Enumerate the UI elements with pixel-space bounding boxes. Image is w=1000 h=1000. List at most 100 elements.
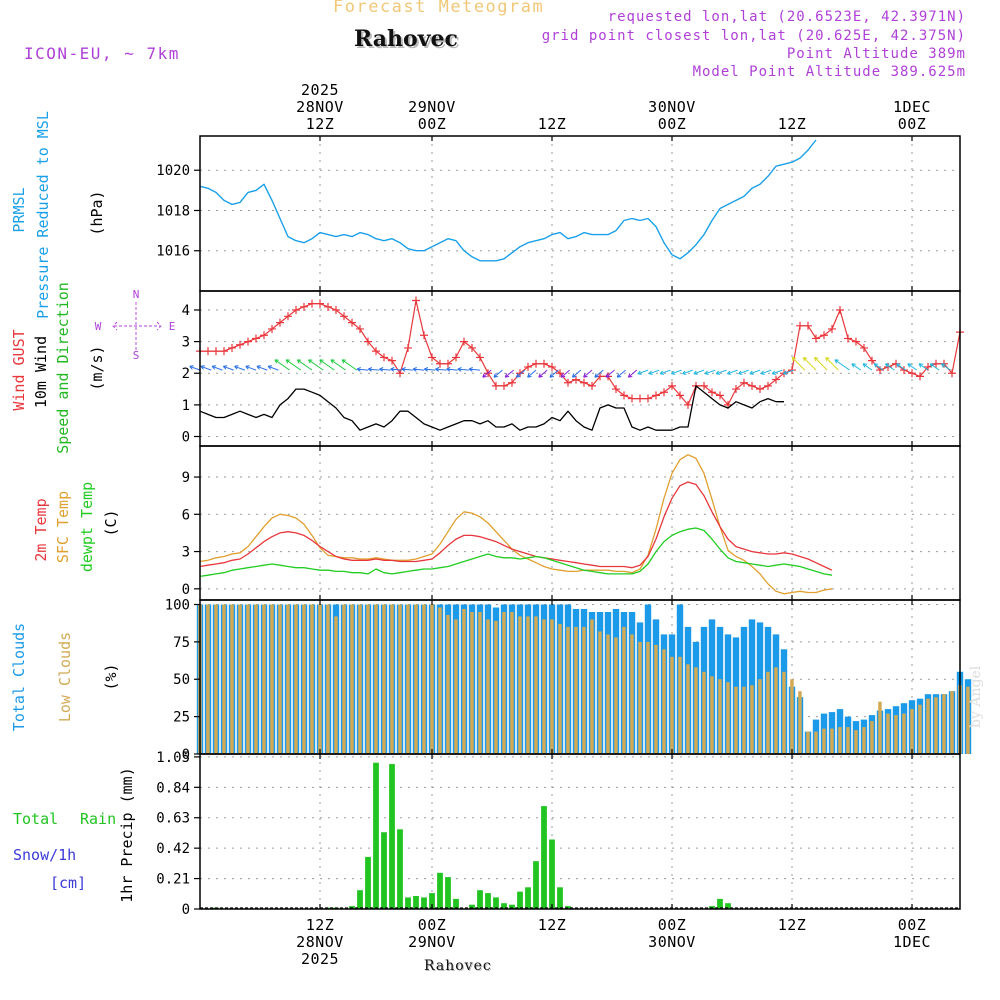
- rain-bar: [397, 829, 403, 909]
- top-time-label: 12Z: [778, 115, 807, 133]
- gust-marker: [388, 356, 396, 365]
- low-cloud-bar: [390, 604, 394, 754]
- clouds-ytick-label: 100: [165, 597, 190, 613]
- clouds-ytick-label: 50: [173, 672, 190, 688]
- low-cloud-bar: [478, 612, 482, 754]
- temperature-ytick-label: 9: [182, 470, 190, 486]
- total-clouds-label: Total Clouds: [10, 623, 28, 731]
- bottom-time-label: 12Z: [778, 916, 807, 934]
- pressure-ytick-label: 1020: [156, 163, 190, 179]
- gust-marker: [316, 299, 324, 308]
- gust-marker: [612, 385, 620, 394]
- gust-marker: [732, 385, 740, 394]
- wind-direction-arrow: [435, 367, 447, 372]
- wind-frame: [199, 290, 961, 447]
- rain-bar: [413, 896, 419, 909]
- gust-marker: [852, 337, 860, 346]
- low-cloud-bar: [334, 616, 338, 754]
- low-cloud-bar: [326, 604, 330, 754]
- gust-marker: [652, 391, 660, 400]
- clouds-unit-label: (%): [102, 663, 120, 690]
- low-cloud-bar: [342, 604, 346, 754]
- precip-frame: [199, 753, 961, 910]
- gust-marker: [900, 366, 908, 375]
- forecast-title: Forecast Meteogram: [333, 0, 545, 17]
- wind-direction-arrow: [814, 356, 828, 371]
- low-cloud-bar: [854, 730, 858, 754]
- bottom-time-label: 2025: [301, 950, 339, 968]
- panel-frames: [194, 135, 961, 910]
- bottom-time-label: 12Z: [538, 916, 567, 934]
- wind-direction-arrow: [482, 369, 492, 378]
- gust-marker: [844, 334, 852, 343]
- gust-marker: [284, 312, 292, 321]
- wind-direction-arrow: [884, 363, 895, 371]
- low-cloud-bar: [766, 671, 770, 754]
- gust-marker: [868, 356, 876, 365]
- top-time-label: 12Z: [306, 115, 335, 133]
- top-time-label: 30NOV: [648, 98, 696, 116]
- point-altitude: Point Altitude 389m: [786, 46, 966, 62]
- wind-direction-arrow: [222, 365, 234, 371]
- direction-label: Speed and Direction: [54, 282, 72, 454]
- low-cloud-bar: [902, 713, 906, 754]
- wind-direction-arrow: [605, 369, 615, 378]
- sfc-temp-line: [199, 454, 833, 595]
- wind-direction-arrow: [896, 363, 906, 371]
- low-cloud-bar: [350, 604, 354, 754]
- gust-marker: [476, 353, 484, 362]
- gust-marker: [436, 359, 444, 368]
- clouds-ytick-label: 25: [173, 710, 190, 726]
- low-clouds-label: Low Clouds: [56, 632, 74, 722]
- low-cloud-bar: [518, 616, 522, 754]
- wind-direction-arrow: [682, 369, 693, 375]
- wind-direction-arrow: [367, 367, 380, 372]
- low-cloud-bar: [886, 713, 890, 754]
- gust-marker: [916, 372, 924, 381]
- low-cloud-bar: [718, 679, 722, 754]
- wind-direction-arrow: [771, 369, 783, 375]
- wind-direction-arrow: [648, 369, 660, 375]
- wind-direction-arrow: [760, 369, 772, 375]
- low-cloud-bar: [262, 604, 266, 754]
- low-cloud-bar: [758, 679, 762, 754]
- wind-direction-arrow: [200, 365, 212, 371]
- gust-marker: [660, 388, 668, 397]
- low-cloud-bar: [246, 604, 250, 754]
- wind-direction-arrow: [862, 363, 873, 371]
- gust-marker: [676, 391, 684, 400]
- low-cloud-bar: [798, 691, 802, 754]
- low-cloud-bar: [406, 604, 410, 754]
- low-cloud-bar: [278, 604, 282, 754]
- gust-marker: [580, 378, 588, 387]
- wind-direction-arrow: [637, 369, 649, 375]
- low-cloud-bar: [806, 731, 810, 754]
- top-time-label: 00Z: [658, 115, 687, 133]
- low-cloud-bar: [398, 604, 402, 754]
- low-cloud-bar: [558, 623, 562, 754]
- wind-direction-arrow: [296, 359, 313, 371]
- temperature-ytick-label: 3: [182, 545, 190, 561]
- wind-direction-arrow: [319, 359, 335, 371]
- gust-marker: [548, 362, 556, 371]
- wind-direction-arrow: [873, 363, 884, 371]
- gust-marker: [628, 394, 636, 403]
- wind-direction-arrow: [738, 369, 749, 375]
- low-cloud-bar: [462, 609, 466, 754]
- low-cloud-bar: [894, 715, 898, 754]
- wind-direction-arrow: [918, 363, 929, 371]
- wind-direction-arrow: [825, 356, 839, 371]
- bottom-time-label: 30NOV: [648, 933, 696, 951]
- dewpt-label: dewpt Temp: [78, 482, 96, 572]
- gust-marker: [828, 324, 836, 333]
- wind-direction-arrow: [457, 367, 469, 372]
- text-layer: 101610181020012340369025507510000.210.42…: [10, 81, 931, 968]
- wind-direction-arrow: [571, 369, 582, 378]
- gust-marker: [860, 343, 868, 352]
- wind-direction-arrow: [274, 359, 290, 371]
- wind-direction-arrow: [594, 369, 604, 378]
- wind-direction-arrow: [412, 367, 425, 372]
- gust-marker: [452, 353, 460, 362]
- wind-direction-arrow: [549, 369, 559, 378]
